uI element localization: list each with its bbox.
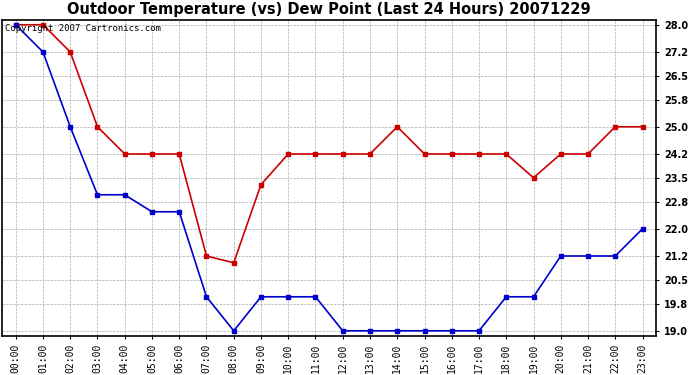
Title: Outdoor Temperature (vs) Dew Point (Last 24 Hours) 20071229: Outdoor Temperature (vs) Dew Point (Last… — [68, 2, 591, 17]
Text: Copyright 2007 Cartronics.com: Copyright 2007 Cartronics.com — [6, 24, 161, 33]
